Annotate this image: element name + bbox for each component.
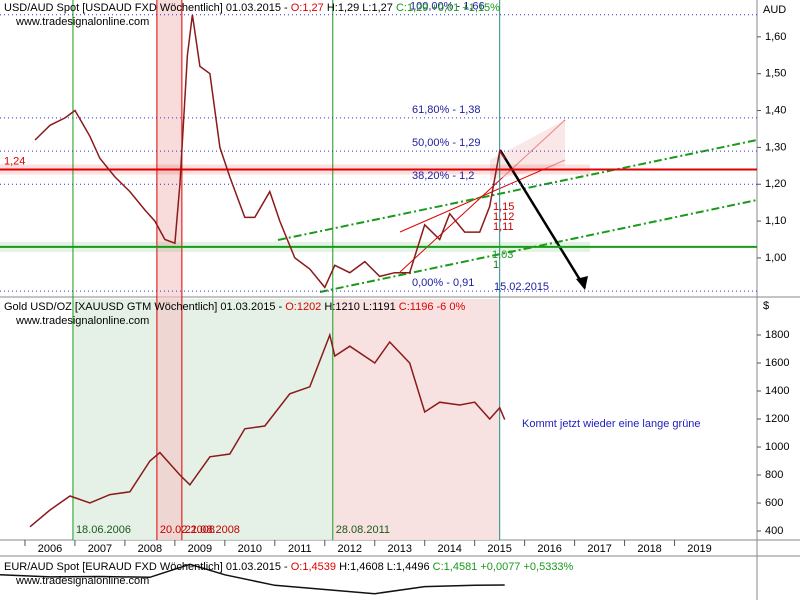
close: C:1196 -6 0% [399, 301, 466, 313]
marker-label: 28.08.2011 [336, 524, 390, 536]
unit-label: AUD [763, 4, 786, 16]
y-tick-label: 1,50 [765, 68, 786, 80]
price-line [0, 563, 505, 595]
x-tick-label: 2018 [637, 543, 661, 555]
title: Gold USD/OZ [XAUUSD GTM Wöchentlich] 01.… [4, 301, 285, 313]
y-tick-label: 1,10 [765, 215, 786, 227]
y-tick-label: 1,60 [765, 31, 786, 43]
y-tick-label: 1,00 [765, 252, 786, 264]
y-tick-label: 1000 [765, 441, 789, 453]
bull-zone [72, 299, 333, 540]
annotation: Kommt jetzt wieder eine lange grüne [522, 418, 701, 430]
level-label: 1,24 [4, 155, 25, 167]
x-tick-label: 2010 [238, 543, 262, 555]
marker-label: 18.06.2006 [76, 524, 131, 536]
note: 1,15 [493, 201, 514, 213]
open: O:1202 [285, 301, 321, 313]
y-tick-label: 1200 [765, 413, 789, 425]
price-line [29, 332, 506, 528]
y-tick-label: 1600 [765, 357, 789, 369]
x-tick-label: 2019 [687, 543, 711, 555]
marker-label: 21.08.2008 [185, 524, 240, 536]
note: 15.02.2015 [494, 281, 549, 293]
panel-title: Gold USD/OZ [XAUUSD GTM Wöchentlich] 01.… [4, 301, 465, 313]
trend-lines [277, 119, 758, 293]
source: www.tradesignalonline.com [15, 16, 149, 28]
high-low: H:1,4608 L:1,4496 [339, 561, 430, 573]
x-tick-label: 2016 [537, 543, 561, 555]
fib-label: 38,20% - 1,2 [412, 170, 474, 182]
close: C:1,4581 +0,0077 +0,5333% [433, 561, 574, 573]
fib-label: 61,80% - 1,38 [412, 104, 481, 116]
x-tick-label: 2013 [387, 543, 411, 555]
unit-label: $ [763, 300, 769, 312]
title: EUR/AUD Spot [EURAUD FXD Wöchentlich] 01… [4, 561, 291, 573]
note: 1,12 [493, 211, 514, 223]
y-tick-label: 600 [765, 497, 783, 509]
source: www.tradesignalonline.com [15, 575, 149, 587]
x-tick-label: 2007 [88, 543, 112, 555]
x-tick-label: 2012 [338, 543, 362, 555]
y-tick-label: 1,30 [765, 141, 786, 153]
note: 1 [493, 259, 499, 271]
fib-label: 100,00% - 1,66 [410, 1, 485, 13]
crash-zone [156, 0, 182, 540]
x-tick-label: 2009 [188, 543, 212, 555]
y-tick-label: 1,40 [765, 104, 786, 116]
x-tick-label: 2017 [587, 543, 611, 555]
source: www.tradesignalonline.com [15, 315, 149, 327]
y-tick-label: 800 [765, 469, 783, 481]
high-low: H:1210 L:1191 [324, 301, 395, 313]
y-tick-label: 1,20 [765, 178, 786, 190]
y-tick-label: 1800 [765, 329, 789, 341]
fib-label: 50,00% - 1,29 [412, 137, 481, 149]
close: C:1,29 +0,01 +1,15% [396, 2, 500, 14]
y-tick-label: 400 [765, 525, 783, 537]
x-tick-label: 2006 [38, 543, 62, 555]
x-tick-label: 2011 [288, 543, 312, 555]
bear-zone [332, 299, 500, 540]
y-tick-label: 1400 [765, 385, 789, 397]
fib-label: 0,00% - 0,91 [412, 277, 474, 289]
price-line [34, 14, 506, 289]
marker-label: 20.02.2008 [160, 524, 215, 536]
x-tick-label: 2014 [437, 543, 461, 555]
note: 1,11 [493, 221, 514, 233]
panel-title: USD/AUD Spot [USDAUD FXD Wöchentlich] 01… [4, 2, 500, 14]
open: O:1,4539 [291, 561, 336, 573]
panel-title: EUR/AUD Spot [EURAUD FXD Wöchentlich] 01… [4, 561, 574, 573]
level-label: 1,03 [492, 249, 513, 261]
open: O:1,27 [291, 2, 324, 14]
high-low: H:1,29 L:1,27 [327, 2, 393, 14]
x-tick-label: 2008 [138, 543, 162, 555]
x-tick-label: 2015 [487, 543, 511, 555]
title: USD/AUD Spot [USDAUD FXD Wöchentlich] 01… [4, 2, 291, 14]
